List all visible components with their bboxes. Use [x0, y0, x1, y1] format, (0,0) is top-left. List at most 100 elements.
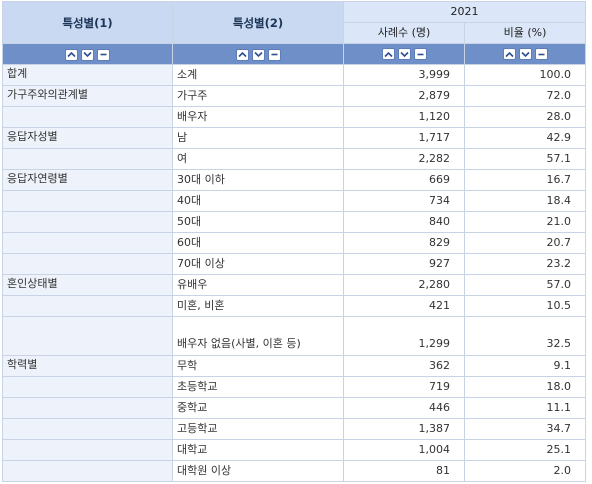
group-cell — [2, 232, 173, 254]
count-cell: 446 — [343, 397, 465, 419]
ratio-cell: 32.5 — [464, 316, 586, 356]
group-cell — [2, 211, 173, 233]
ratio-cell: 34.7 — [464, 418, 586, 440]
table-row: 40대 734 18.4 — [2, 190, 586, 212]
category-cell: 남 — [172, 127, 344, 149]
ratio-cell: 20.7 — [464, 232, 586, 254]
table-row: 가구주와의관계별 가구주 2,879 72.0 — [2, 85, 586, 107]
group-cell: 응답자연령별 — [2, 169, 173, 191]
category-cell: 고등학교 — [172, 418, 344, 440]
dim1-header: 특성별(1) — [2, 1, 173, 44]
table-row: 초등학교 719 18.0 — [2, 376, 586, 398]
table-row: 중학교 446 11.1 — [2, 397, 586, 419]
count-cell: 81 — [343, 460, 465, 482]
ratio-cell: 57.1 — [464, 148, 586, 170]
count-cell: 734 — [343, 190, 465, 212]
table-row: 혼인상태별 유배우 2,280 57.0 — [2, 274, 586, 296]
ratio-cell: 23.2 — [464, 253, 586, 275]
ratio-controls — [464, 43, 586, 65]
count-cell: 1,120 — [343, 106, 465, 128]
group-cell — [2, 376, 173, 398]
group-cell — [2, 295, 173, 317]
category-cell: 30대 이하 — [172, 169, 344, 191]
count-cell: 1,004 — [343, 439, 465, 461]
dim2-collapse-icon[interactable] — [267, 48, 281, 61]
group-cell — [2, 460, 173, 482]
count-cell: 927 — [343, 253, 465, 275]
ratio-cell: 21.0 — [464, 211, 586, 233]
table-row: 응답자성별 남 1,717 42.9 — [2, 127, 586, 149]
group-cell: 응답자성별 — [2, 127, 173, 149]
category-cell: 무학 — [172, 355, 344, 377]
ratio-cell: 25.1 — [464, 439, 586, 461]
category-cell: 미혼, 비혼 — [172, 295, 344, 317]
category-cell: 60대 — [172, 232, 344, 254]
count-cell: 2,282 — [343, 148, 465, 170]
table-row: 미혼, 비혼 421 10.5 — [2, 295, 586, 317]
category-cell: 40대 — [172, 190, 344, 212]
count-collapse-icon[interactable] — [413, 48, 427, 60]
group-cell: 학력별 — [2, 355, 173, 377]
count-cell: 2,280 — [343, 274, 465, 296]
group-cell — [2, 316, 173, 356]
ratio-sort-ascending-icon[interactable] — [502, 48, 516, 60]
ratio-cell: 100.0 — [464, 64, 586, 86]
count-cell: 669 — [343, 169, 465, 191]
dim2-header: 특성별(2) — [172, 1, 344, 44]
table-row: 대학원 이상 81 2.0 — [2, 460, 586, 482]
category-cell: 배우자 없음(사별, 이혼 등) — [172, 316, 344, 356]
table-row: 응답자연령별 30대 이하 669 16.7 — [2, 169, 586, 191]
group-cell — [2, 253, 173, 275]
count-cell: 2,879 — [343, 85, 465, 107]
ratio-cell: 72.0 — [464, 85, 586, 107]
dim1-controls — [2, 43, 173, 65]
count-cell: 1,717 — [343, 127, 465, 149]
group-cell — [2, 397, 173, 419]
table-row: 배우자 없음(사별, 이혼 등) 1,299 32.5 — [2, 316, 586, 356]
year-header: 2021 — [343, 1, 586, 23]
ratio-cell: 16.7 — [464, 169, 586, 191]
group-cell — [2, 106, 173, 128]
count-cell: 1,299 — [343, 316, 465, 356]
count-sort-descending-icon[interactable] — [397, 48, 411, 60]
category-cell: 중학교 — [172, 397, 344, 419]
group-cell: 혼인상태별 — [2, 274, 173, 296]
dim2-sort-descending-icon[interactable] — [251, 48, 265, 61]
ratio-cell: 10.5 — [464, 295, 586, 317]
count-cell: 719 — [343, 376, 465, 398]
dim1-collapse-icon[interactable] — [97, 48, 110, 61]
table-row: 50대 840 21.0 — [2, 211, 586, 233]
category-cell: 가구주 — [172, 85, 344, 107]
count-sort-ascending-icon[interactable] — [381, 48, 395, 60]
group-cell — [2, 190, 173, 212]
group-cell: 합계 — [2, 64, 173, 86]
ratio-column-header: 비율 (%) — [464, 22, 586, 44]
count-column-header: 사례수 (명) — [343, 22, 465, 44]
ratio-sort-descending-icon[interactable] — [518, 48, 532, 60]
dim1-sort-descending-icon[interactable] — [81, 48, 94, 61]
ratio-cell: 2.0 — [464, 460, 586, 482]
table-row: 여 2,282 57.1 — [2, 148, 586, 170]
table-row: 합계 소계 3,999 100.0 — [2, 64, 586, 86]
category-cell: 70대 이상 — [172, 253, 344, 275]
category-cell: 대학교 — [172, 439, 344, 461]
count-cell: 421 — [343, 295, 465, 317]
dim2-controls — [172, 43, 344, 65]
group-cell — [2, 148, 173, 170]
count-controls — [343, 43, 465, 65]
group-cell — [2, 418, 173, 440]
dim2-sort-ascending-icon[interactable] — [235, 48, 249, 61]
ratio-collapse-icon[interactable] — [534, 48, 548, 60]
count-cell: 1,387 — [343, 418, 465, 440]
dim1-sort-ascending-icon[interactable] — [65, 48, 78, 61]
count-cell: 829 — [343, 232, 465, 254]
table-row: 고등학교 1,387 34.7 — [2, 418, 586, 440]
ratio-cell: 57.0 — [464, 274, 586, 296]
category-cell: 소계 — [172, 64, 344, 86]
group-cell: 가구주와의관계별 — [2, 85, 173, 107]
table-row: 60대 829 20.7 — [2, 232, 586, 254]
ratio-cell: 28.0 — [464, 106, 586, 128]
group-cell — [2, 439, 173, 461]
ratio-cell: 18.4 — [464, 190, 586, 212]
